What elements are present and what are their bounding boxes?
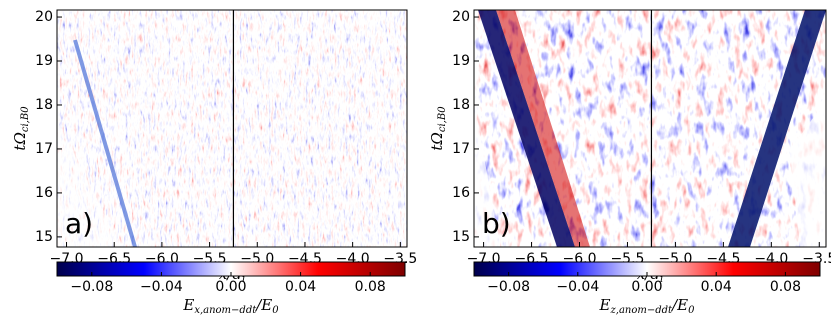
y-tick-label: 16	[35, 185, 53, 201]
label-subscript: ci,B0	[20, 106, 31, 132]
y-tick-label: 15	[35, 229, 53, 245]
axis-label: tΩci,B0	[11, 106, 31, 151]
label-subscript: 0	[688, 305, 695, 316]
colorbar-tick-label: 0.04	[285, 279, 316, 295]
label-text: tΩ	[428, 132, 446, 150]
colorbar-tick-label: 0.00	[215, 279, 246, 295]
colorbar-tick-label: 0.04	[701, 279, 732, 295]
label-subscript: 0	[272, 305, 279, 316]
y-tick-label: 18	[35, 97, 53, 113]
field-image	[474, 10, 826, 247]
label-subscript: ci,B0	[437, 106, 448, 132]
axis-label: tΩci,B0	[428, 106, 448, 151]
y-tick-label: 19	[35, 53, 53, 69]
colorbar-tick-label: −0.08	[70, 279, 113, 295]
y-tick-label: 20	[35, 9, 53, 25]
y-tick-label: 15	[452, 229, 470, 245]
y-tick-label: 17	[452, 141, 470, 157]
label-subscript: i	[242, 274, 245, 285]
y-tick-label: 20	[452, 9, 470, 25]
label-subscript: z,anom−ddt	[610, 305, 674, 316]
y-tick-label: 18	[452, 97, 470, 113]
axis-label: Ex,anom−ddt/E0	[182, 296, 279, 316]
colorbar-tick-label: 0.08	[770, 279, 801, 295]
label-text: tΩ	[11, 132, 29, 150]
y-tick-label: 16	[452, 185, 470, 201]
colorbar-tick-label: 0.00	[631, 279, 662, 295]
axis-label: Ez,anom−ddt/E0	[599, 296, 696, 316]
colorbar-tick-label: −0.04	[556, 279, 599, 295]
plot-frame	[473, 9, 827, 248]
field-image	[57, 10, 407, 247]
colorbar-tick-label: −0.04	[140, 279, 183, 295]
label-text: /E	[254, 296, 272, 314]
label-text: E	[599, 296, 611, 314]
label-text: /E	[670, 296, 688, 314]
y-tick-label: 17	[35, 141, 53, 157]
plot-frame	[56, 9, 408, 248]
colorbar-tick-label: −0.08	[487, 279, 530, 295]
label-subscript: i	[660, 274, 663, 285]
label-subscript: x,anom−ddt	[194, 305, 257, 316]
panel-label: a)	[65, 207, 93, 240]
y-tick-label: 19	[452, 53, 470, 69]
panel-label: b)	[482, 207, 511, 240]
label-text: E	[182, 296, 194, 314]
colorbar-tick-label: 0.08	[355, 279, 386, 295]
